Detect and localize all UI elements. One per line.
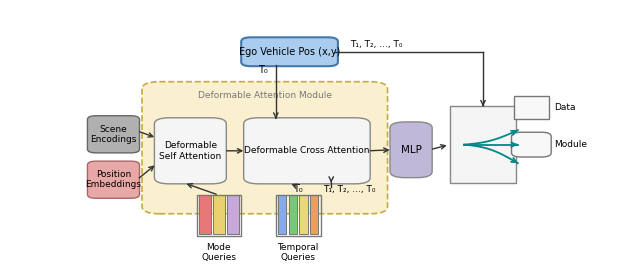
Text: Module: Module	[554, 140, 587, 149]
Bar	[276, 195, 321, 236]
FancyBboxPatch shape	[241, 37, 338, 66]
FancyBboxPatch shape	[142, 82, 388, 214]
Text: MLP: MLP	[401, 145, 422, 155]
Text: Deformable
Self Attention: Deformable Self Attention	[159, 141, 221, 161]
Bar	[449, 106, 516, 183]
Bar	[300, 195, 308, 234]
FancyBboxPatch shape	[88, 161, 140, 198]
Bar	[213, 195, 225, 234]
Bar	[196, 195, 241, 236]
Text: Deformable Cross Attention: Deformable Cross Attention	[244, 146, 370, 155]
FancyBboxPatch shape	[390, 122, 432, 178]
Text: Scene
Encodings: Scene Encodings	[90, 125, 137, 144]
Bar	[227, 195, 239, 234]
Bar	[289, 195, 297, 234]
FancyBboxPatch shape	[88, 116, 140, 153]
Text: T₁, T₂, ..., T₀: T₁, T₂, ..., T₀	[323, 185, 376, 194]
FancyBboxPatch shape	[154, 118, 227, 184]
Text: Ego Vehicle Pos (x,y): Ego Vehicle Pos (x,y)	[239, 47, 340, 57]
Text: Temporal
Queries: Temporal Queries	[278, 243, 319, 262]
Text: Position
Embeddings: Position Embeddings	[86, 170, 141, 189]
FancyBboxPatch shape	[511, 132, 551, 157]
Text: Data: Data	[554, 103, 575, 112]
Text: T₀: T₀	[293, 184, 303, 194]
FancyBboxPatch shape	[244, 118, 370, 184]
Bar	[199, 195, 211, 234]
Bar	[278, 195, 287, 234]
Text: T₀: T₀	[259, 65, 268, 75]
Text: T₁, T₂, ..., T₀: T₁, T₂, ..., T₀	[350, 40, 403, 49]
Text: Deformable Attention Module: Deformable Attention Module	[198, 91, 332, 100]
Bar	[514, 96, 548, 119]
Text: Mode
Queries: Mode Queries	[202, 243, 236, 262]
Bar	[310, 195, 318, 234]
